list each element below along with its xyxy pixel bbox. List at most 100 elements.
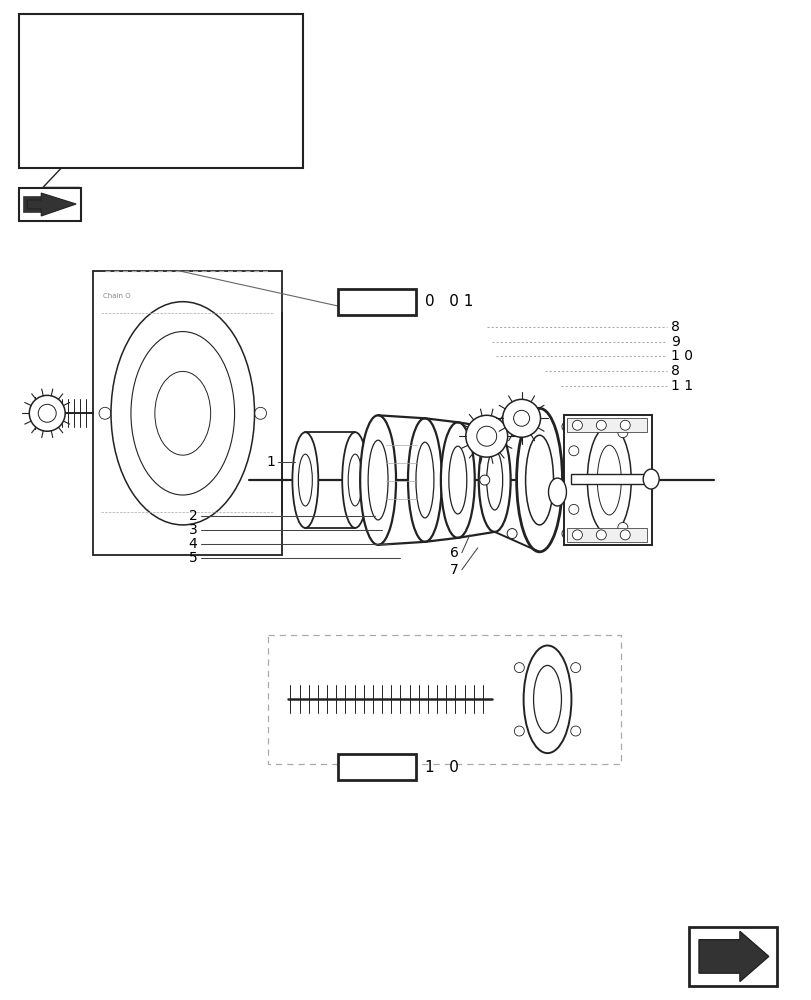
Bar	[75, 47, 200, 126]
Ellipse shape	[46, 52, 54, 62]
Ellipse shape	[131, 332, 234, 495]
Bar	[19, 14, 303, 168]
Ellipse shape	[586, 425, 630, 535]
Ellipse shape	[231, 350, 243, 362]
Ellipse shape	[642, 469, 659, 489]
Ellipse shape	[617, 428, 627, 438]
Ellipse shape	[647, 475, 658, 485]
Ellipse shape	[117, 110, 125, 118]
Ellipse shape	[99, 407, 111, 419]
Bar	[39, 42, 67, 91]
Ellipse shape	[177, 488, 188, 500]
Ellipse shape	[35, 114, 43, 124]
Bar	[571, 474, 650, 484]
Ellipse shape	[367, 440, 388, 520]
Text: 1 1: 1 1	[670, 379, 693, 393]
Bar	[567, 528, 646, 542]
Text: 0   0 1: 0 0 1	[424, 294, 473, 309]
Ellipse shape	[572, 420, 581, 430]
Ellipse shape	[597, 445, 620, 515]
Ellipse shape	[46, 114, 54, 124]
Ellipse shape	[525, 435, 553, 525]
Bar	[266, 65, 286, 119]
Bar	[200, 83, 271, 99]
Ellipse shape	[87, 110, 95, 118]
Ellipse shape	[415, 442, 433, 518]
Ellipse shape	[111, 302, 254, 525]
Polygon shape	[28, 193, 76, 216]
Ellipse shape	[513, 726, 524, 736]
Bar	[567, 418, 646, 432]
Ellipse shape	[177, 327, 188, 339]
Text: 1   0: 1 0	[424, 760, 458, 775]
Bar	[24, 196, 41, 212]
Ellipse shape	[617, 522, 627, 532]
Ellipse shape	[561, 529, 571, 539]
Ellipse shape	[502, 399, 540, 437]
Text: 2: 2	[188, 509, 197, 523]
Ellipse shape	[595, 420, 606, 430]
Text: 3: 3	[188, 523, 197, 537]
Ellipse shape	[523, 646, 571, 753]
Ellipse shape	[572, 530, 581, 540]
Polygon shape	[698, 931, 768, 982]
Text: 8: 8	[670, 320, 679, 334]
Text: 4: 4	[188, 537, 197, 551]
Text: 7: 7	[449, 563, 458, 577]
Text: 8: 8	[670, 364, 679, 378]
Text: 9: 9	[670, 335, 679, 349]
Ellipse shape	[561, 422, 571, 432]
Ellipse shape	[570, 726, 580, 736]
Text: 1 . 2 1: 1 . 2 1	[353, 294, 401, 309]
Ellipse shape	[35, 52, 43, 62]
Text: 1 . 4 8: 1 . 4 8	[353, 760, 401, 775]
Ellipse shape	[507, 529, 517, 539]
Ellipse shape	[57, 114, 65, 124]
Ellipse shape	[122, 464, 134, 476]
Ellipse shape	[254, 407, 266, 419]
Ellipse shape	[466, 415, 507, 457]
Ellipse shape	[87, 61, 95, 69]
Bar	[33, 37, 75, 101]
Ellipse shape	[476, 426, 496, 446]
Ellipse shape	[516, 408, 562, 552]
Bar	[93, 271, 282, 555]
Ellipse shape	[486, 450, 502, 510]
Bar	[689, 927, 776, 986]
Bar	[338, 289, 415, 315]
Ellipse shape	[360, 415, 396, 545]
Ellipse shape	[569, 446, 578, 456]
Ellipse shape	[94, 69, 118, 109]
Ellipse shape	[29, 395, 65, 431]
Ellipse shape	[620, 420, 629, 430]
Ellipse shape	[507, 422, 517, 432]
Ellipse shape	[141, 74, 157, 104]
Ellipse shape	[569, 504, 578, 514]
Bar	[338, 754, 415, 780]
Ellipse shape	[407, 418, 441, 542]
Text: 1: 1	[266, 455, 275, 469]
Ellipse shape	[122, 350, 134, 362]
Ellipse shape	[341, 432, 367, 528]
Ellipse shape	[533, 665, 560, 733]
Ellipse shape	[292, 432, 318, 528]
Ellipse shape	[348, 454, 362, 506]
Bar	[564, 415, 651, 545]
Ellipse shape	[298, 454, 312, 506]
Ellipse shape	[117, 61, 125, 69]
Ellipse shape	[131, 85, 139, 93]
Ellipse shape	[620, 530, 629, 540]
Text: 5: 5	[188, 551, 197, 565]
Ellipse shape	[57, 52, 65, 62]
Ellipse shape	[72, 85, 80, 93]
Ellipse shape	[440, 422, 474, 538]
Ellipse shape	[133, 63, 165, 115]
Ellipse shape	[68, 52, 76, 62]
Ellipse shape	[38, 404, 56, 422]
Ellipse shape	[84, 58, 128, 121]
Text: Chain O: Chain O	[103, 293, 131, 299]
Ellipse shape	[513, 410, 529, 426]
Ellipse shape	[231, 464, 243, 476]
Ellipse shape	[448, 446, 466, 514]
Ellipse shape	[570, 663, 580, 673]
